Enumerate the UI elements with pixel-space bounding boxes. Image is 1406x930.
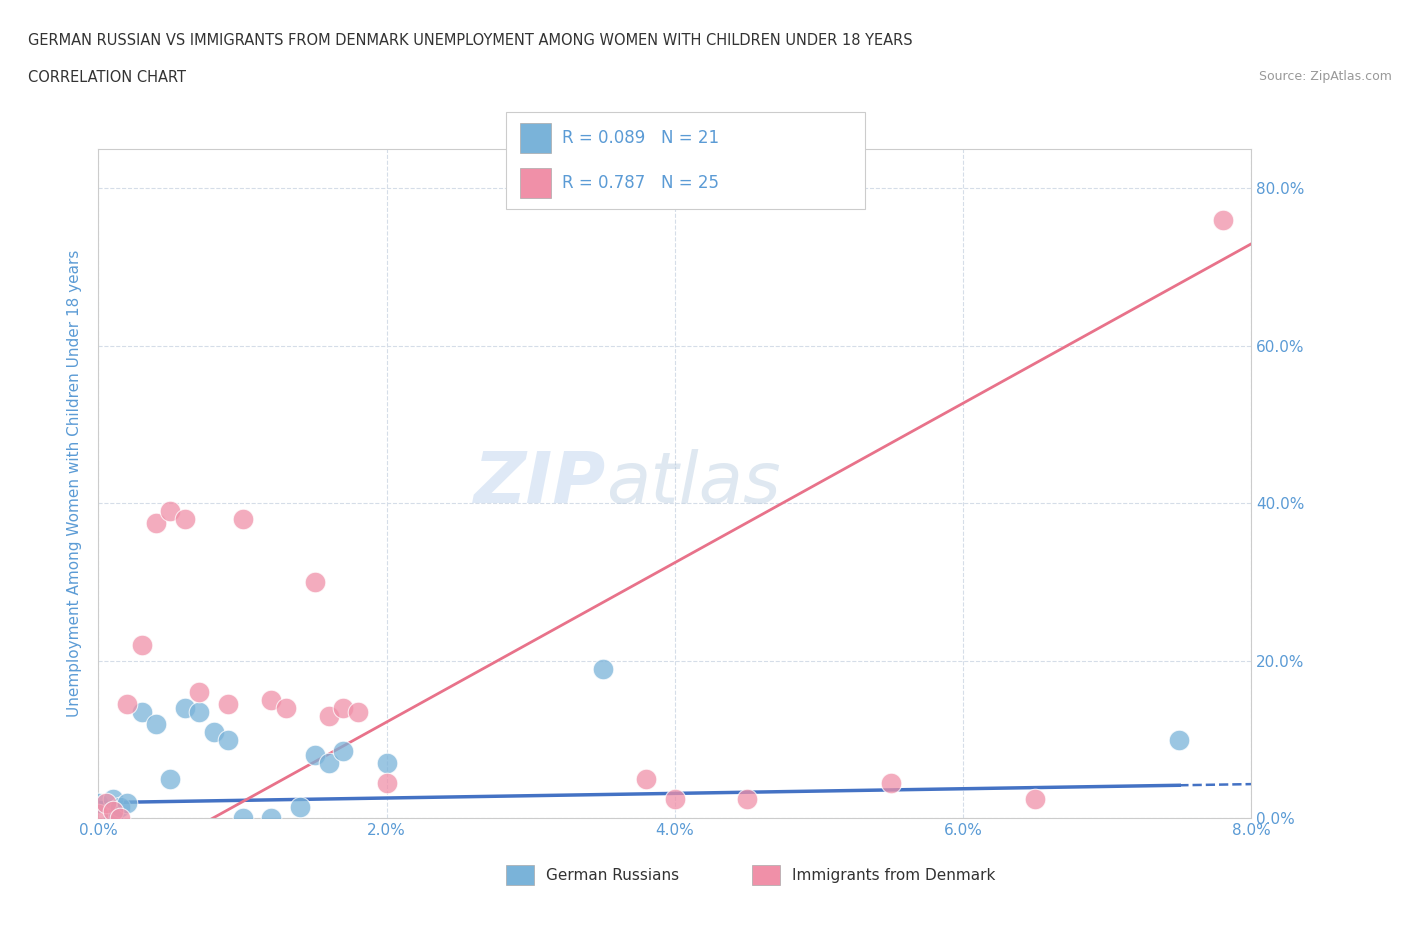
Text: R = 0.787   N = 25: R = 0.787 N = 25	[562, 174, 720, 193]
Point	[1168, 732, 1191, 747]
Point	[346, 705, 368, 720]
Y-axis label: Unemployment Among Women with Children Under 18 years: Unemployment Among Women with Children U…	[67, 250, 83, 717]
Point	[94, 795, 117, 810]
Point	[636, 772, 658, 787]
Point	[880, 776, 903, 790]
Point	[375, 756, 398, 771]
Text: German Russians: German Russians	[546, 868, 679, 883]
Point	[117, 795, 139, 810]
Point	[318, 756, 340, 771]
Point	[375, 776, 398, 790]
Point	[664, 791, 686, 806]
Point	[332, 700, 354, 715]
Point	[188, 684, 211, 699]
Point	[260, 693, 283, 708]
Point	[202, 724, 225, 739]
Point	[101, 811, 124, 826]
Point	[1024, 791, 1046, 806]
Point	[188, 705, 211, 720]
Text: Immigrants from Denmark: Immigrants from Denmark	[792, 868, 995, 883]
Text: Source: ZipAtlas.com: Source: ZipAtlas.com	[1258, 70, 1392, 83]
Point	[131, 638, 153, 653]
Point	[87, 807, 110, 822]
Point	[217, 732, 239, 747]
Point	[304, 748, 326, 763]
Point	[101, 804, 124, 818]
Point	[145, 515, 167, 530]
Point	[274, 700, 297, 715]
Point	[108, 811, 131, 826]
Point	[231, 512, 254, 526]
Point	[592, 661, 614, 676]
Point	[117, 697, 139, 711]
Point	[101, 791, 124, 806]
Point	[217, 697, 239, 711]
Point	[290, 799, 312, 814]
Point	[1211, 212, 1234, 227]
Point	[159, 504, 181, 519]
Point	[108, 799, 131, 814]
Point	[159, 772, 181, 787]
Point	[131, 705, 153, 720]
Point	[174, 512, 197, 526]
Text: atlas: atlas	[606, 449, 780, 518]
Point	[174, 700, 197, 715]
Point	[145, 716, 167, 731]
Point	[735, 791, 758, 806]
Point	[332, 744, 354, 759]
Point	[260, 811, 283, 826]
Point	[87, 795, 110, 810]
Text: CORRELATION CHART: CORRELATION CHART	[28, 70, 186, 85]
Text: R = 0.089   N = 21: R = 0.089 N = 21	[562, 128, 720, 147]
Point	[231, 811, 254, 826]
Text: ZIP: ZIP	[474, 449, 606, 518]
Point	[304, 575, 326, 590]
Point	[318, 709, 340, 724]
Text: GERMAN RUSSIAN VS IMMIGRANTS FROM DENMARK UNEMPLOYMENT AMONG WOMEN WITH CHILDREN: GERMAN RUSSIAN VS IMMIGRANTS FROM DENMAR…	[28, 33, 912, 47]
